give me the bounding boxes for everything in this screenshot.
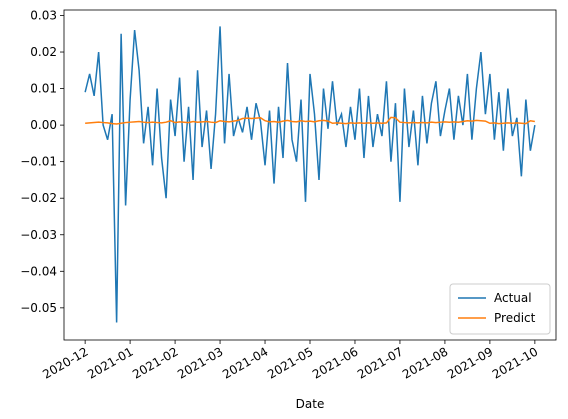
x-tick-label: 2021-10 bbox=[490, 344, 540, 381]
x-tick-label: 2021-01 bbox=[85, 344, 135, 381]
y-tick-label: −0.04 bbox=[20, 264, 57, 278]
series-line bbox=[84, 26, 536, 323]
y-tick-label: −0.05 bbox=[20, 301, 57, 315]
x-tick-label: 2021-06 bbox=[310, 344, 360, 381]
x-tick-label: 2021-09 bbox=[445, 344, 495, 381]
legend-box bbox=[449, 283, 551, 335]
x-tick-label: 2021-04 bbox=[220, 344, 270, 381]
x-axis-label: Date bbox=[296, 397, 325, 411]
y-tick-label: 0.00 bbox=[30, 118, 57, 132]
legend-label: Actual bbox=[494, 291, 532, 305]
y-tick-label: 0.03 bbox=[30, 8, 57, 22]
y-tick-label: 0.02 bbox=[30, 45, 57, 59]
x-tick-label: 2021-07 bbox=[355, 344, 405, 381]
x-tick-label: 2021-08 bbox=[400, 344, 450, 381]
y-tick-label: −0.01 bbox=[20, 155, 57, 169]
x-tick-label: 2021-05 bbox=[265, 344, 315, 381]
y-tick-label: −0.03 bbox=[20, 228, 57, 242]
series-line bbox=[85, 116, 535, 125]
y-tick-label: −0.02 bbox=[20, 191, 57, 205]
x-tick-label: 2021-03 bbox=[175, 344, 225, 381]
x-tick-label: 2021-02 bbox=[130, 344, 180, 381]
x-tick-label: 2020-12 bbox=[40, 344, 90, 381]
legend-label: Predict bbox=[494, 311, 536, 325]
y-tick-label: 0.01 bbox=[30, 82, 57, 96]
